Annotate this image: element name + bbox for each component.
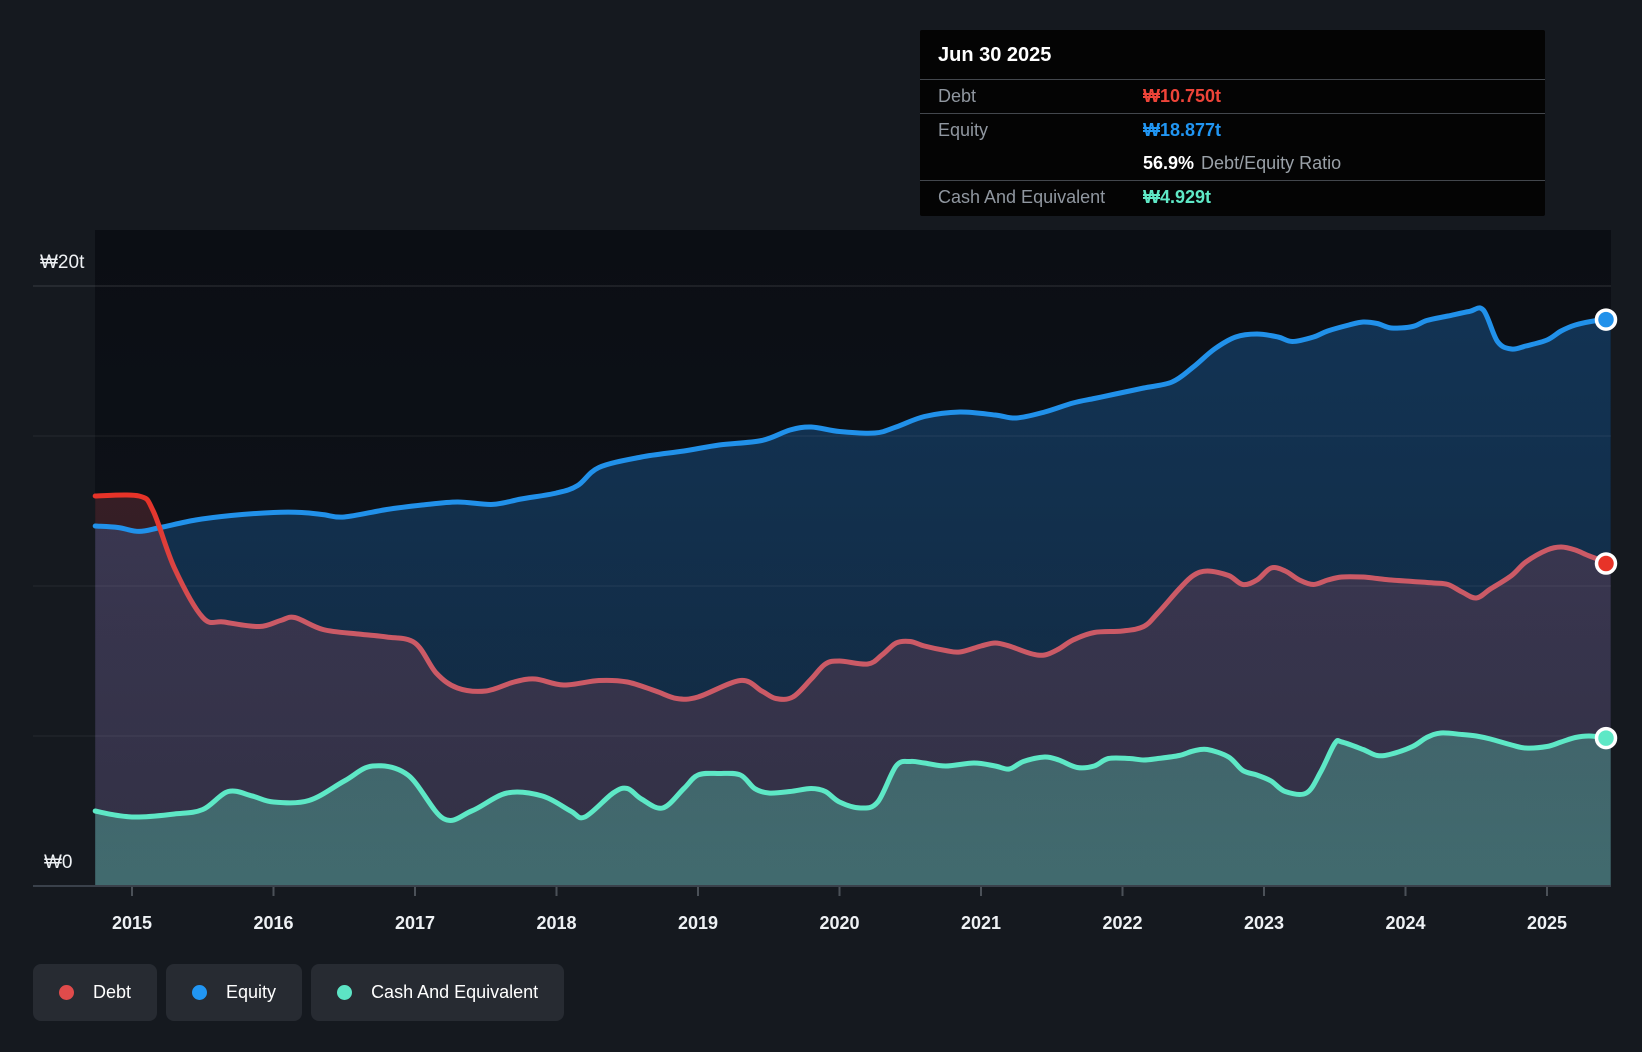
- tooltip-ratio: 56.9% Debt/Equity Ratio: [1143, 153, 1341, 174]
- x-axis-label-2023: 2023: [1244, 913, 1284, 933]
- y-axis-label-0: ₩0: [44, 852, 73, 873]
- debt-dot-icon: [59, 985, 74, 1000]
- x-axis-label-2020: 2020: [819, 913, 859, 933]
- tooltip-equity-value: ₩18.877t: [1143, 120, 1222, 140]
- legend-item-debt[interactable]: Debt: [33, 964, 158, 1021]
- tooltip-equity-label: Equity: [938, 120, 989, 140]
- legend-equity-label: Equity: [226, 982, 277, 1002]
- legend-item-cash[interactable]: Cash And Equivalent: [311, 964, 565, 1021]
- cash-dot-icon: [337, 985, 353, 1000]
- cash-and-equivalent-end-marker: [1594, 726, 1618, 750]
- tooltip-date: Jun 30 2025: [920, 30, 1545, 80]
- ratio-value: 56.9%: [1143, 153, 1195, 173]
- ratio-label: Debt/Equity Ratio: [1201, 153, 1342, 173]
- y-axis-label-20t: ₩20t: [40, 252, 85, 273]
- legend-item-equity[interactable]: Equity: [166, 964, 303, 1021]
- equity-end-marker: [1594, 308, 1618, 331]
- x-axis-label-2016: 2016: [253, 913, 293, 933]
- tooltip-row-ratio: 56.9% Debt/Equity Ratio: [920, 147, 1545, 181]
- x-axis-label-2021: 2021: [961, 913, 1001, 933]
- debt-line: [92, 492, 1614, 702]
- x-axis-label-2015: 2015: [112, 913, 152, 933]
- tooltip-debt-value: ₩10.750t: [1143, 86, 1222, 106]
- tooltip-row-debt: Debt ₩10.750t: [920, 80, 1545, 114]
- x-axis-label-2017: 2017: [395, 913, 435, 933]
- legend-debt-label: Debt: [93, 982, 132, 1002]
- equity-line: [92, 305, 1614, 534]
- tooltip-row-equity: Equity ₩18.877t: [920, 114, 1545, 147]
- x-axis-label-2019: 2019: [678, 913, 718, 933]
- tooltip-cash-value: ₩4.929t: [1143, 187, 1212, 207]
- tooltip: Jun 30 2025 Debt ₩10.750t Equity ₩18.877…: [920, 30, 1545, 216]
- legend: Debt Equity Cash And Equivalent: [33, 964, 565, 1021]
- x-axis-label-2024: 2024: [1385, 913, 1425, 933]
- x-axis-label-2025: 2025: [1527, 913, 1567, 933]
- debt-end-marker: [1594, 552, 1618, 575]
- tooltip-debt-label: Debt: [938, 86, 977, 106]
- tooltip-cash-label: Cash And Equivalent: [938, 187, 1106, 207]
- tooltip-row-cash: Cash And Equivalent ₩4.929t: [920, 181, 1545, 214]
- legend-cash-label: Cash And Equivalent: [371, 982, 539, 1002]
- x-axis-label-2018: 2018: [536, 913, 576, 933]
- equity-dot-icon: [192, 985, 208, 1000]
- cash-and-equivalent-line: [92, 730, 1614, 823]
- x-axis-label-2022: 2022: [1102, 913, 1142, 933]
